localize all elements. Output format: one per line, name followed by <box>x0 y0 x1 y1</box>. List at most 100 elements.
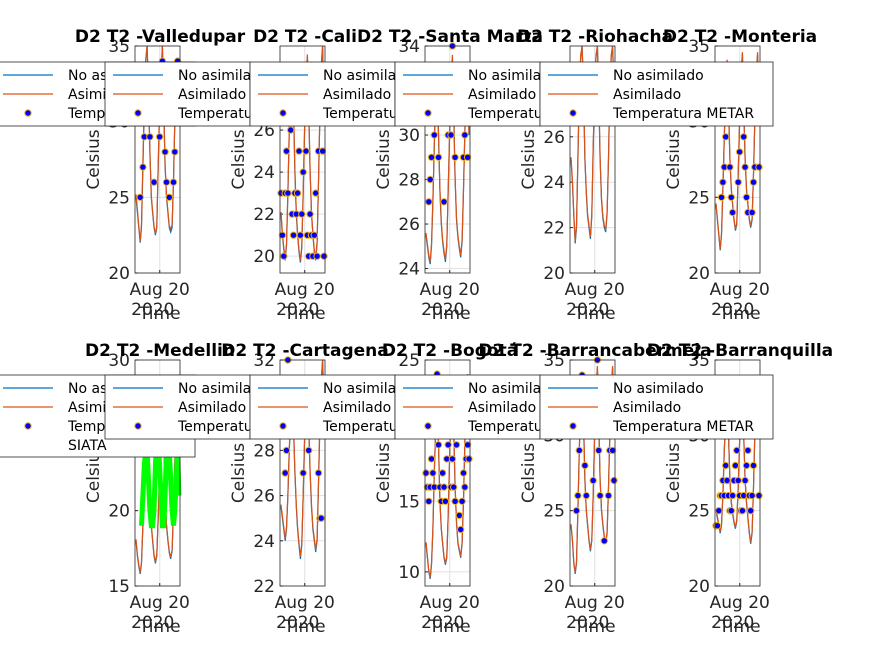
y-tick-label: 35 <box>688 37 710 57</box>
metar-point <box>427 455 436 463</box>
legend-label: No asimilado <box>468 68 559 84</box>
x-tick-year-label: 2020 <box>566 613 609 633</box>
metar-point <box>595 446 603 455</box>
metar-point <box>440 198 448 206</box>
y-axis-label: Celsius <box>664 443 684 503</box>
chart-title: D2 T2 -Cartagena <box>221 341 388 361</box>
y-tick-label: 24 <box>398 260 420 280</box>
y-tick-label: 24 <box>543 173 565 193</box>
y-tick-label: 24 <box>253 163 275 183</box>
x-tick-year-label: 2020 <box>276 613 319 633</box>
chart-title: D2 T2 -Barranquilla <box>647 341 833 361</box>
legend-label: No asimilado <box>323 381 414 397</box>
y-tick-label: 20 <box>688 577 710 597</box>
x-tick-label: Aug 20 <box>130 280 190 300</box>
x-axis-label: Time <box>573 304 616 324</box>
metar-point <box>755 163 763 171</box>
chart-title: D2 T2 -Cali <box>253 27 357 47</box>
metar-point <box>604 491 613 500</box>
y-tick-label: 22 <box>253 205 275 225</box>
chart-title: D2 T2 -Medellin <box>85 341 235 361</box>
metar-point <box>457 525 465 534</box>
x-tick-year-label: 2020 <box>131 300 174 320</box>
metar-point <box>755 491 763 500</box>
metar-point <box>582 491 590 500</box>
y-tick-label: 28 <box>398 171 420 191</box>
metar-point <box>717 193 726 202</box>
series-line-asimilado <box>425 374 470 578</box>
metar-point <box>461 483 469 491</box>
metar-point <box>713 522 722 530</box>
metar-point <box>429 469 437 477</box>
series-line-asimilado <box>715 381 760 543</box>
x-tick-year-label: 2020 <box>566 300 609 320</box>
legend-marker-metar <box>134 422 142 430</box>
y-tick-label: 34 <box>398 37 420 57</box>
y-tick-label: 25 <box>688 502 710 522</box>
axes-box <box>569 359 616 587</box>
y-tick-label: 24 <box>253 532 275 552</box>
y-tick-label: 20 <box>543 577 565 597</box>
y-axis-label: Celsius <box>84 129 104 189</box>
metar-point <box>139 163 147 171</box>
metar-point <box>749 461 758 470</box>
x-tick-year-label: 2020 <box>711 613 754 633</box>
chart-title: D2 T2 -Santa Marta <box>357 27 543 47</box>
y-axis-label: Celsius <box>519 443 539 503</box>
metar-point <box>440 483 448 491</box>
y-axis-label: Celsius <box>229 129 249 189</box>
y-axis-label: Celsius <box>229 443 249 503</box>
metar-point <box>318 147 327 155</box>
x-tick-label: Aug 20 <box>275 280 335 300</box>
x-tick-label: Aug 20 <box>565 593 625 613</box>
axes-box <box>134 45 181 274</box>
y-tick-label: 10 <box>398 563 420 583</box>
y-tick-label: 20 <box>108 264 130 284</box>
metar-point <box>715 507 723 515</box>
legend-marker-metar <box>424 109 432 117</box>
metar-point <box>296 231 305 239</box>
metar-point <box>169 178 178 186</box>
x-tick-label: Aug 20 <box>565 280 625 300</box>
metar-point <box>575 446 583 455</box>
metar-point <box>738 507 747 515</box>
x-axis-label: Time <box>573 617 616 637</box>
metar-point <box>461 131 469 139</box>
x-tick-label: Aug 20 <box>710 280 770 300</box>
metar-point <box>749 178 758 186</box>
x-axis-label: Time <box>428 304 471 324</box>
legend-marker-metar <box>569 422 577 430</box>
legend-label: Asimilado <box>178 87 246 103</box>
chart-title: D2 T2 -Bogotá <box>382 341 518 361</box>
metar-point <box>305 446 313 455</box>
legend-marker-metar <box>279 109 287 117</box>
metar-point <box>162 178 171 186</box>
metar-point <box>748 491 756 500</box>
axes-box <box>424 45 471 274</box>
metar-point <box>581 461 589 470</box>
metar-point <box>314 469 323 477</box>
metar-point <box>747 507 755 515</box>
axes-box <box>714 45 761 274</box>
y-tick-label: 20 <box>543 264 565 284</box>
legend-label: No asimilado <box>323 68 414 84</box>
metar-point <box>313 252 321 260</box>
chart-title: D2 T2 -Barrancabermeja <box>478 341 711 361</box>
legend-label: No asimilado <box>178 68 269 84</box>
metar-point <box>451 497 459 505</box>
metar-point <box>742 193 751 202</box>
metar-point <box>287 126 295 134</box>
x-axis-label: Time <box>283 617 326 637</box>
y-tick-label: 22 <box>253 577 275 597</box>
metar-point <box>299 168 307 176</box>
x-tick-label: Aug 20 <box>420 593 480 613</box>
metar-point <box>734 476 742 485</box>
y-tick-label: 26 <box>253 487 275 507</box>
chart-title: D2 T2 -Valledupar <box>75 27 246 47</box>
x-tick-year-label: 2020 <box>131 613 174 633</box>
x-tick-year-label: 2020 <box>711 300 754 320</box>
metar-point <box>572 507 581 515</box>
